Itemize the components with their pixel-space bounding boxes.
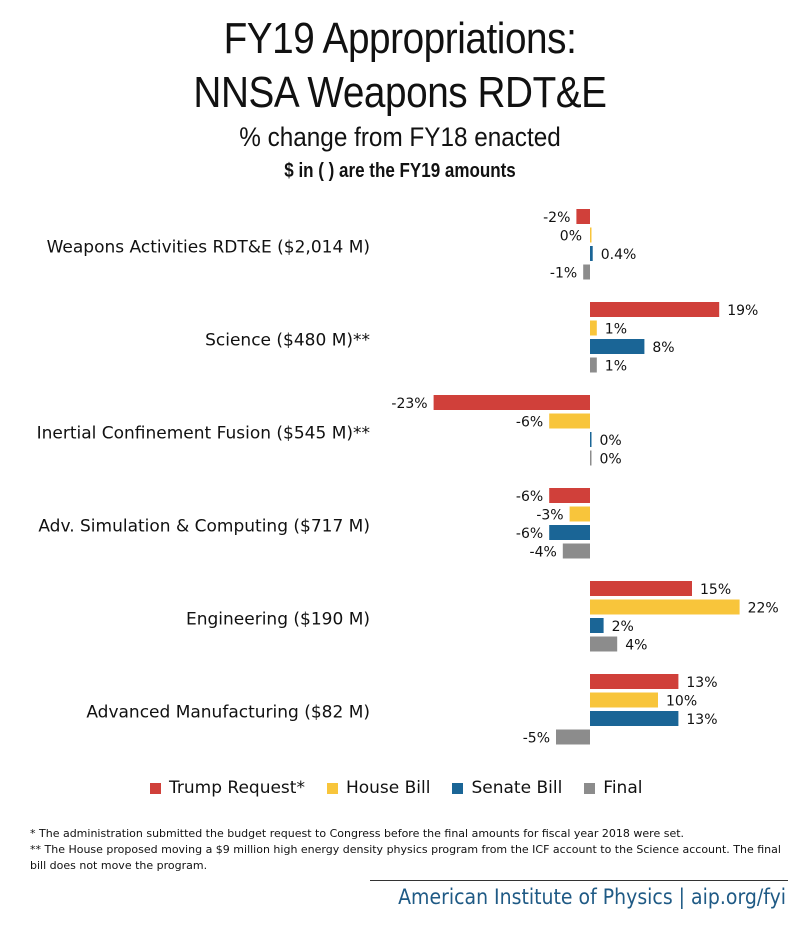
category-label: Weapons Activities RDT&E ($2,014 M)	[47, 237, 370, 257]
bar	[549, 525, 590, 540]
data-label: 1%	[605, 322, 627, 338]
chart-title-line-2: NNSA Weapons RDT&E	[193, 68, 607, 117]
bar	[562, 543, 590, 559]
data-label: -6%	[516, 489, 543, 505]
bar	[433, 395, 590, 410]
legend-label-senate-bill: Senate Bill	[471, 778, 563, 798]
data-label: -3%	[536, 508, 563, 524]
bar	[576, 209, 590, 224]
legend-swatch-senate-bill	[452, 782, 464, 794]
legend: Trump Request* House Bill Senate Bill Fi…	[150, 778, 642, 798]
legend-item-final: Final	[584, 778, 642, 798]
data-label: 4%	[625, 638, 647, 654]
bar	[549, 413, 590, 429]
bar	[590, 357, 597, 373]
bar	[590, 246, 593, 261]
category-label: Science ($480 M)**	[205, 330, 370, 350]
chart-subtitle: % change from FY18 enacted	[239, 122, 561, 152]
category-label: Inertial Confinement Fusion ($545 M)**	[37, 423, 370, 443]
footnotes: * The administration submitted the budge…	[30, 826, 790, 874]
category-label: Engineering ($190 M)	[186, 609, 370, 629]
data-label: 10%	[666, 694, 697, 710]
data-label: -4%	[530, 545, 557, 561]
footnote-1: * The administration submitted the budge…	[30, 827, 685, 840]
chart-title-line-1: FY19 Appropriations:	[223, 14, 577, 63]
bar	[590, 450, 592, 466]
data-label: 0.4%	[601, 247, 637, 263]
legend-label-house-bill: House Bill	[345, 778, 431, 798]
category-label: Adv. Simulation & Computing ($717 M)	[38, 516, 370, 536]
data-label: 8%	[652, 340, 674, 356]
data-label: -5%	[523, 731, 550, 747]
chart-amount-note: $ in ( ) are the FY19 amounts	[284, 160, 516, 182]
bar	[569, 506, 590, 522]
legend-item-trump-request: Trump Request*	[150, 778, 305, 798]
legend-swatch-trump-request	[150, 782, 161, 794]
legend-label-trump-request: Trump Request*	[169, 778, 305, 798]
category-label: Advanced Manufacturing ($82 M)	[86, 702, 370, 722]
data-label: -2%	[543, 210, 570, 226]
footnote-2: ** The House proposed moving a $9 millio…	[30, 843, 781, 872]
data-label: 0%	[600, 452, 622, 468]
bar	[590, 599, 740, 615]
data-label: 0%	[560, 229, 582, 245]
bar	[590, 302, 720, 317]
bar	[590, 432, 592, 447]
data-label: 0%	[600, 433, 622, 449]
data-label: -1%	[550, 266, 577, 282]
data-label: 13%	[686, 675, 717, 691]
bar-chart: Weapons Activities RDT&E ($2,014 M) -2% 0%…	[37, 209, 779, 747]
bar	[590, 227, 592, 243]
bar	[549, 488, 590, 503]
bar	[590, 692, 658, 708]
legend-swatch-house-bill	[326, 782, 338, 794]
bar	[590, 581, 692, 596]
bar	[590, 674, 679, 689]
data-label: 19%	[727, 303, 758, 319]
data-label: -23%	[391, 396, 427, 412]
bar	[583, 264, 590, 280]
data-label: 15%	[700, 582, 731, 598]
legend-item-senate-bill: Senate Bill	[452, 778, 562, 798]
bar	[590, 636, 618, 652]
legend-item-house-bill: House Bill	[326, 778, 431, 798]
data-label: 2%	[612, 619, 634, 635]
bar	[590, 339, 645, 354]
data-label: -6%	[516, 415, 543, 431]
data-label: -6%	[516, 526, 543, 542]
footer-divider	[370, 880, 788, 881]
data-label: 1%	[605, 359, 627, 375]
bar	[590, 320, 597, 336]
legend-swatch-final	[584, 782, 596, 794]
bar	[590, 711, 679, 726]
footer-credit: American Institute of Physics | aip.org/…	[398, 885, 786, 909]
data-label: 22%	[748, 601, 779, 617]
legend-label-final: Final	[603, 778, 643, 798]
data-label: 13%	[686, 712, 717, 728]
bar	[556, 729, 590, 745]
bar	[590, 618, 604, 633]
